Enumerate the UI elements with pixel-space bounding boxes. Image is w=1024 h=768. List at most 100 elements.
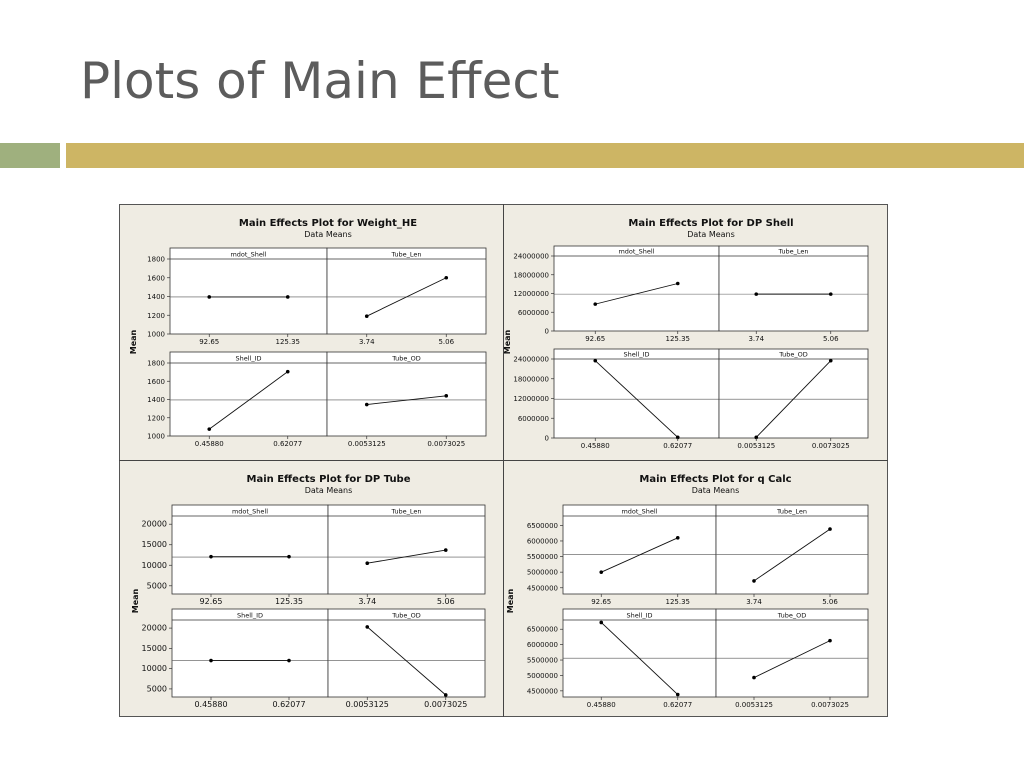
chart-subtitle: Data Means bbox=[305, 486, 353, 495]
data-point bbox=[828, 358, 833, 363]
x-tick-label: 125.35 bbox=[666, 598, 691, 606]
y-axis-label: Mean bbox=[131, 588, 140, 613]
y-tick-label: 6000000 bbox=[518, 415, 549, 423]
chart-subtitle: Data Means bbox=[687, 230, 735, 239]
data-point bbox=[675, 692, 680, 697]
data-point bbox=[752, 675, 756, 680]
y-tick-label: 5500000 bbox=[527, 553, 558, 561]
panel-mdot_Shell: mdot_Shell 92.65 125.35 5000 10000 15000 20000 bbox=[142, 504, 329, 606]
panel-Tube_Len: Tube_Len 3.74 5.06 bbox=[327, 504, 486, 606]
x-tick-label: 0.0073025 bbox=[427, 440, 465, 448]
panel-frame bbox=[171, 504, 329, 595]
y-tick-label: 1000 bbox=[147, 331, 165, 339]
panel-name: Shell_ID bbox=[623, 351, 649, 359]
panel-mdot_Shell: mdot_Shell 92.65 125.35 1000 1200 1400 1600 180… bbox=[147, 247, 328, 346]
data-point bbox=[207, 427, 212, 431]
y-axis-label: Mean bbox=[506, 588, 515, 613]
x-tick-label: 92.65 bbox=[591, 598, 611, 606]
y-tick-label: 15000 bbox=[142, 540, 167, 549]
panel-frame bbox=[327, 504, 486, 595]
panel-name: mdot_Shell bbox=[230, 251, 266, 259]
panel-name: Shell_ID bbox=[237, 612, 263, 620]
x-tick-label: 5.06 bbox=[437, 597, 455, 606]
data-point bbox=[444, 394, 449, 398]
data-point bbox=[599, 620, 604, 625]
y-tick-label: 4500000 bbox=[527, 687, 558, 695]
panel-frame bbox=[553, 348, 720, 439]
y-tick-label: 5000000 bbox=[527, 569, 558, 577]
y-tick-label: 1200 bbox=[147, 414, 165, 422]
panel-frame bbox=[169, 351, 328, 437]
panel-frame bbox=[326, 351, 487, 437]
series-line bbox=[753, 640, 831, 679]
x-tick-label: 3.74 bbox=[358, 597, 376, 606]
x-tick-label: 92.65 bbox=[199, 338, 219, 346]
data-point bbox=[675, 536, 680, 540]
data-point bbox=[364, 314, 369, 318]
data-point bbox=[443, 693, 448, 697]
y-tick-label: 20000 bbox=[142, 520, 167, 529]
y-tick-label: 1800 bbox=[147, 360, 165, 368]
series-line bbox=[601, 537, 678, 573]
y-tick-label: 10000 bbox=[142, 561, 167, 570]
data-point bbox=[675, 281, 680, 286]
panel-name: Tube_OD bbox=[391, 612, 421, 620]
panel-name: mdot_Shell bbox=[232, 508, 268, 516]
data-point bbox=[828, 638, 832, 643]
x-tick-label: 0.0053125 bbox=[346, 700, 389, 709]
data-point bbox=[752, 579, 756, 583]
panel-frame bbox=[562, 608, 717, 698]
chart-title: Main Effects Plot for DP Shell bbox=[628, 218, 793, 229]
data-point bbox=[828, 292, 833, 296]
data-point bbox=[287, 658, 291, 663]
panel-Tube_Len: Tube_Len 3.74 5.06 bbox=[715, 504, 869, 606]
panel-name: Tube_Len bbox=[390, 251, 421, 259]
y-tick-label: 20000 bbox=[142, 624, 167, 633]
data-point bbox=[209, 554, 213, 559]
panel-mdot_Shell: mdot_Shell 92.65 125.35 4500000 5000000 55000… bbox=[527, 504, 717, 606]
y-tick-label: 6500000 bbox=[527, 626, 558, 634]
y-tick-label: 1400 bbox=[147, 396, 165, 404]
data-point bbox=[207, 295, 212, 299]
y-tick-label: 6000000 bbox=[527, 641, 558, 649]
x-tick-label: 5.06 bbox=[438, 338, 454, 346]
y-tick-label: 4500000 bbox=[527, 584, 558, 592]
panel-frame bbox=[171, 608, 329, 698]
x-tick-label: 92.65 bbox=[200, 597, 223, 606]
y-tick-label: 10000 bbox=[142, 664, 167, 673]
panel-frame bbox=[562, 504, 717, 595]
x-tick-label: 0.0053125 bbox=[735, 701, 773, 709]
panel-Tube_OD: Tube_OD 0.0053125 0.0073025 bbox=[326, 351, 487, 448]
data-point bbox=[285, 295, 290, 299]
x-tick-label: 5.06 bbox=[823, 335, 839, 343]
panel-name: Tube_OD bbox=[777, 612, 807, 620]
data-point bbox=[209, 658, 213, 663]
data-point bbox=[599, 570, 604, 574]
panel-frame bbox=[327, 608, 486, 698]
series-line bbox=[366, 626, 447, 696]
x-tick-label: 5.06 bbox=[822, 598, 838, 606]
series-line bbox=[366, 277, 447, 317]
series-line bbox=[594, 360, 679, 438]
y-tick-label: 24000000 bbox=[513, 253, 549, 261]
panel-name: Tube_Len bbox=[777, 248, 808, 256]
panel-Tube_OD: Tube_OD 0.0053125 0.0073025 bbox=[718, 348, 869, 450]
y-tick-label: 12000000 bbox=[513, 395, 549, 403]
x-tick-label: 3.74 bbox=[359, 338, 375, 346]
data-point bbox=[444, 275, 449, 280]
x-tick-label: 0.62077 bbox=[663, 442, 692, 450]
panel-frame bbox=[715, 504, 869, 595]
panel-name: Tube_Len bbox=[390, 508, 421, 516]
x-tick-label: 0.0073025 bbox=[424, 700, 467, 709]
main-effects-figure: Main Effects Plot for Weight_HE Data Mean… bbox=[119, 204, 888, 717]
panel-Shell_ID: Shell_ID 0.45880 0.62077 4500000 5000000 5500… bbox=[527, 608, 717, 709]
y-tick-label: 1800 bbox=[147, 256, 165, 264]
panel-name: Tube_OD bbox=[391, 355, 421, 363]
series-line bbox=[753, 528, 831, 582]
x-tick-label: 0.0053125 bbox=[348, 440, 386, 448]
panel-name: Shell_ID bbox=[235, 355, 261, 363]
